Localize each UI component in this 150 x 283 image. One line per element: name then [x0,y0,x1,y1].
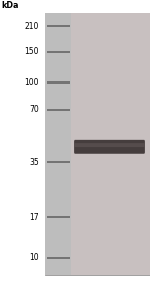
Bar [70,13,150,275]
Bar [46,216,70,218]
Bar [46,25,70,27]
Text: 17: 17 [29,213,39,222]
FancyBboxPatch shape [75,143,144,147]
Text: 10: 10 [29,253,39,262]
Text: 70: 70 [29,105,39,114]
Text: 210: 210 [25,22,39,31]
Bar [46,81,70,84]
Text: 150: 150 [24,47,39,56]
Bar [46,51,70,53]
Text: kDa: kDa [2,1,19,10]
Text: 35: 35 [29,158,39,167]
Bar [46,162,70,163]
Bar [46,257,70,259]
Bar [45,13,150,275]
Bar [46,109,70,111]
Bar [45,13,70,275]
FancyBboxPatch shape [74,140,145,154]
Text: 100: 100 [24,78,39,87]
